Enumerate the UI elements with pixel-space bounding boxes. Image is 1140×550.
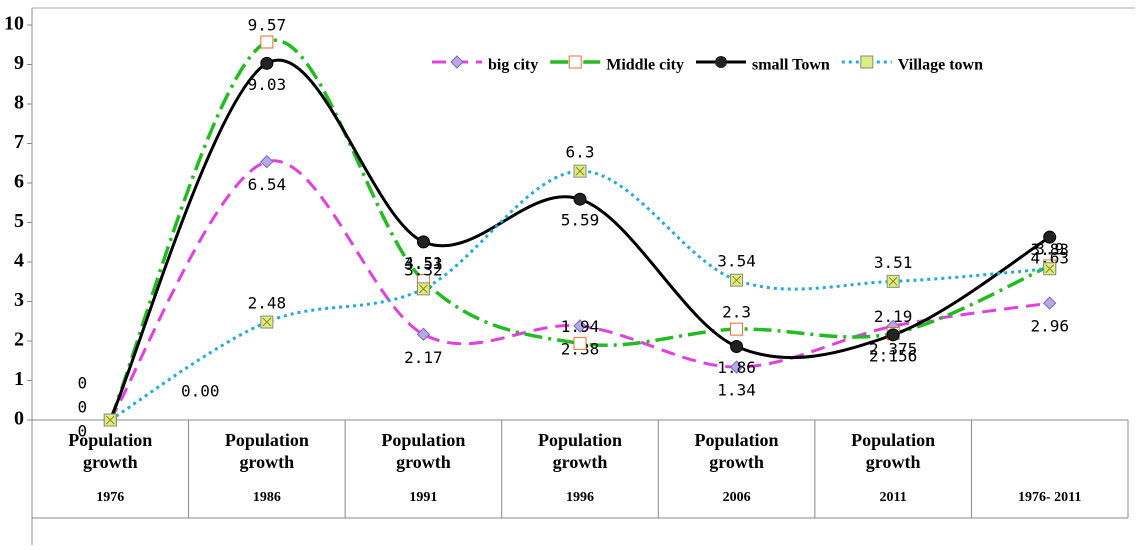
value-label: 2.48 (248, 294, 287, 313)
legend-marker (714, 56, 727, 68)
legend-label: big city (488, 57, 538, 74)
y-tick-label: 6 (14, 171, 24, 193)
x-tick-label: Population growth (225, 430, 309, 472)
marker-cross (575, 166, 585, 176)
marker (260, 154, 274, 169)
value-label: 3.53 (404, 254, 443, 273)
value-label: 2.17 (404, 348, 443, 367)
x-tick-label-line: growth (866, 452, 921, 472)
value-label: 9.03 (248, 75, 287, 94)
value-label: 4.63 (1030, 249, 1069, 268)
x-tick-label: Population growth (851, 430, 935, 472)
marker (573, 192, 587, 206)
marker (886, 328, 900, 342)
marker (730, 340, 744, 354)
value-label: 9.57 (248, 15, 287, 34)
value-label: 2.96 (1030, 317, 1069, 336)
x-tick-sublabel: 1976- 2011 (1018, 490, 1081, 505)
series-line (108, 38, 1051, 421)
value-label: 0 (77, 398, 87, 417)
value-label: 4.51 (404, 253, 443, 272)
y-tick-label: 7 (14, 131, 24, 153)
value-label: 2.19 (874, 307, 913, 326)
series-line (109, 159, 1050, 421)
x-tick-label: Population growth (695, 430, 779, 472)
x-tick-label-line: growth (240, 452, 295, 472)
marker-cross (262, 317, 272, 327)
legend-marker (568, 55, 582, 69)
y-tick-label: 5 (14, 210, 24, 232)
value-label: 6.3 (566, 143, 595, 162)
legend-marker (450, 55, 464, 69)
y-tick-label: 10 (4, 13, 24, 35)
value-label: 0.00 (181, 382, 220, 401)
value-label: 1.86 (717, 358, 756, 377)
x-tick-sublabel: 2006 (723, 490, 751, 505)
value-label: 3.51 (874, 253, 913, 272)
value-label: 6.54 (248, 175, 287, 194)
x-tick-label-line: growth (83, 452, 138, 472)
marker (573, 319, 587, 333)
x-tick-label-line: Population (381, 430, 465, 450)
marker (573, 336, 587, 350)
value-label: 1.94 (561, 317, 600, 336)
x-tick-label-line: growth (553, 452, 608, 472)
series-line (108, 58, 1051, 421)
x-tick-label-line: Population (851, 430, 935, 450)
y-tick-label: 2 (14, 329, 24, 351)
x-tick-sublabel: 1991 (409, 490, 437, 505)
x-tick-sublabel: 1976 (96, 490, 124, 505)
value-label: 3.83 (1030, 240, 1069, 259)
x-tick-label: Population growth (381, 430, 465, 472)
x-tick-sublabel: 1986 (253, 490, 281, 505)
marker (1043, 296, 1057, 310)
value-label: 1.34 (717, 381, 756, 400)
x-tick-label: Population growth (68, 430, 152, 472)
value-label: 0 (77, 422, 87, 441)
y-tick-label: 9 (14, 52, 24, 74)
value-label: 2.375 (869, 340, 917, 359)
marker-cross (105, 415, 115, 425)
x-tick-sublabel: 1996 (566, 490, 594, 505)
x-tick-label-line: Population (695, 430, 779, 450)
value-label: 3.54 (717, 252, 756, 271)
marker-cross (888, 277, 898, 286)
y-tick-label: 0 (14, 408, 24, 430)
legend-label: Village town (898, 57, 983, 74)
value-label: 5.59 (561, 211, 600, 230)
marker (260, 56, 274, 70)
y-tick-label: 1 (14, 368, 24, 390)
marker (730, 322, 744, 336)
value-label: 3.9 (1035, 239, 1064, 258)
marker (260, 35, 274, 49)
value-label: 2.3 (722, 303, 751, 322)
y-tick-label: 8 (14, 92, 24, 114)
x-tick-label-line: Population (538, 430, 622, 450)
legend-marker (860, 55, 874, 69)
marker (1043, 230, 1057, 244)
marker (729, 360, 744, 374)
x-tick-label-line: Population (68, 430, 152, 450)
x-tick-sublabel: 2011 (880, 490, 907, 505)
x-tick-label-line: growth (709, 452, 764, 472)
x-tick-label: Population growth (538, 430, 622, 472)
legend-label: small Town (752, 57, 830, 74)
value-label: 0 (77, 374, 87, 393)
legend-label: Middle city (606, 57, 684, 74)
marker-cross (1045, 264, 1055, 274)
value-label: 2.156 (869, 346, 917, 365)
x-tick-label-line: Population (225, 430, 309, 450)
marker-cross (419, 284, 428, 294)
x-tick-label-line: growth (396, 452, 451, 472)
marker-cross (732, 275, 741, 285)
marker (416, 327, 431, 341)
marker (416, 235, 430, 249)
value-label: 3.32 (404, 260, 443, 279)
y-tick-label: 3 (14, 289, 24, 311)
y-tick-label: 4 (14, 250, 24, 272)
